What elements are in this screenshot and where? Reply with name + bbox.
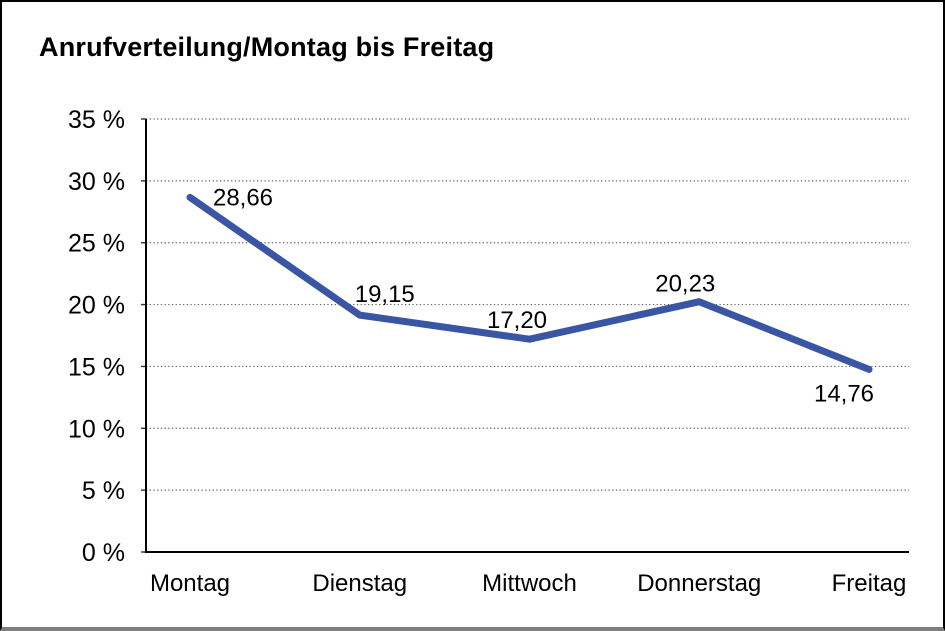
y-axis-label: 0 % [82, 539, 125, 567]
y-axis-label: 35 % [68, 106, 125, 134]
y-axis-label: 25 % [68, 230, 125, 258]
y-axis-label: 15 % [68, 353, 125, 381]
y-axis-label: 20 % [68, 292, 125, 320]
x-axis-label: Montag [150, 570, 230, 597]
series-line [186, 193, 873, 373]
x-axis-label: Donnerstag [637, 570, 761, 597]
data-point-label: 20,23 [655, 271, 715, 298]
y-axis-label: 10 % [68, 415, 125, 443]
y-axis-label: 5 % [82, 477, 125, 505]
x-axis-label: Mittwoch [482, 570, 577, 597]
data-point-label: 28,66 [213, 184, 273, 211]
data-point-label: 17,20 [487, 307, 547, 334]
x-axis-label: Dienstag [312, 570, 407, 597]
x-axis-label: Freitag [832, 570, 907, 597]
y-axis-label: 30 % [68, 168, 125, 196]
data-point-label: 19,15 [355, 281, 415, 308]
data-point-label: 14,76 [814, 380, 874, 407]
chart-title: Anrufverteilung/Montag bis Freitag [39, 32, 495, 62]
